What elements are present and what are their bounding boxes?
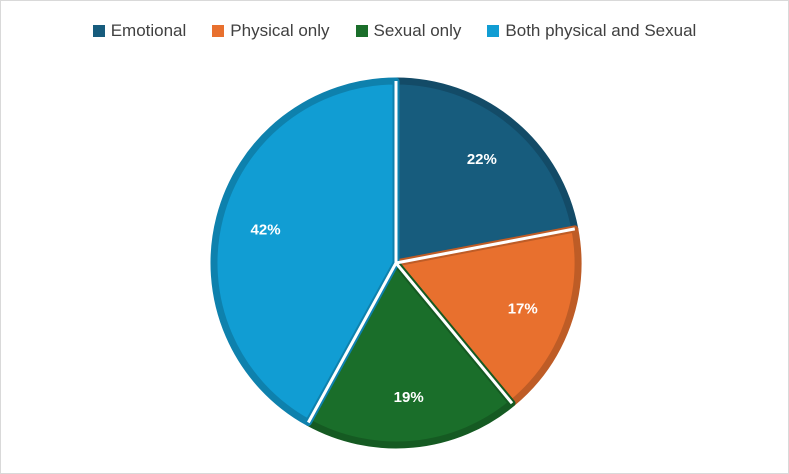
legend-swatch-physical-only <box>212 25 225 37</box>
legend-label-physical-only: Physical only <box>230 21 330 40</box>
legend-label-sexual-only: Sexual only <box>373 21 462 40</box>
legend-swatch-sexual-only <box>355 25 368 37</box>
legend-swatch-both-physical-and-sexual <box>487 25 500 37</box>
data-label-physical-only: 17% <box>508 301 538 318</box>
legend-item-physical-only: Physical only <box>212 21 330 41</box>
legend-item-sexual-only: Sexual only <box>355 21 462 41</box>
pie-slice-both-physical-and-sexual <box>210 77 400 426</box>
legend-label-both-physical-and-sexual: Both physical and Sexual <box>505 21 697 40</box>
slice-separator <box>395 227 576 265</box>
data-label-both-physical-and-sexual: 42% <box>251 222 281 239</box>
legend-item-both-physical-and-sexual: Both physical and Sexual <box>487 21 696 41</box>
pie-slice-physical-only <box>392 225 582 407</box>
legend-label-emotional: Emotional <box>110 21 187 40</box>
legend-item-emotional: Emotional <box>92 21 187 41</box>
slice-separator <box>307 262 398 424</box>
slice-separator <box>394 262 514 405</box>
pie-slice-sexual-only <box>304 259 516 449</box>
legend: Emotional Physical only Sexual only Both… <box>1 21 788 41</box>
data-label-emotional: 22% <box>467 151 497 168</box>
data-label-sexual-only: 19% <box>394 389 424 406</box>
legend-swatch-emotional <box>92 25 105 37</box>
pie-slice-emotional <box>392 77 579 267</box>
